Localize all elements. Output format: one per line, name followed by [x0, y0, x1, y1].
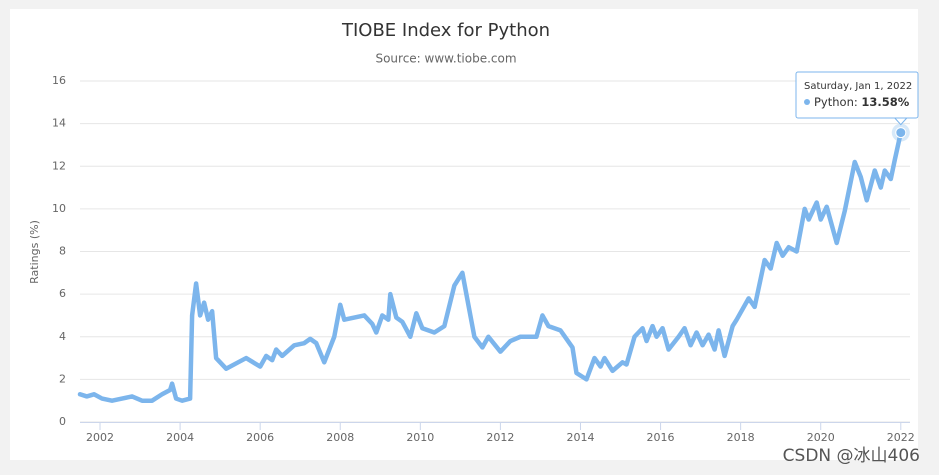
grid: 0 2 4 6 8 10 12 14 16 2002 2004 2006 2008 2010 2012 201… — [52, 74, 915, 444]
x-tick-label: 2012 — [486, 431, 514, 444]
tooltip-box — [795, 71, 919, 119]
x-tick-label: 2006 — [246, 431, 274, 444]
chart-title: TIOBE Index for Python — [341, 20, 550, 41]
tooltip-pointer — [894, 117, 908, 126]
x-tick-label: 2020 — [807, 431, 835, 444]
x-tick-label: 2022 — [887, 431, 915, 444]
y-axis-label: Ratings (%) — [28, 220, 41, 284]
x-tick-label: 2014 — [566, 431, 594, 444]
y-tick-label: 8 — [59, 245, 66, 258]
y-tick-label: 10 — [52, 202, 66, 215]
series-line — [77, 130, 904, 403]
y-tick-label: 4 — [59, 330, 66, 343]
tooltip-series-name: Python — [814, 95, 854, 109]
watermark: CSDN @冰山406 — [783, 446, 920, 466]
x-tick-label: 2004 — [166, 431, 194, 444]
chart-subtitle: Source: www.tiobe.com — [375, 52, 516, 66]
x-tick-label: 2016 — [647, 431, 675, 444]
y-tick-label: 6 — [59, 287, 66, 300]
plot — [77, 130, 904, 403]
x-tick-label: 2008 — [326, 431, 354, 444]
tooltip: Saturday, Jan 1, 2022 Python: 13.58% — [795, 71, 919, 142]
y-tick-label: 0 — [59, 415, 66, 428]
tooltip-value: 13.58% — [861, 95, 909, 109]
tooltip-separator: : — [854, 95, 862, 109]
chart-background — [10, 9, 918, 460]
tooltip-swatch — [804, 99, 810, 105]
x-tick-label: 2010 — [406, 431, 434, 444]
y-tick-label: 2 — [59, 372, 66, 385]
y-tick-label: 14 — [52, 117, 66, 130]
x-tick-label: 2002 — [86, 431, 114, 444]
y-tick-label: 12 — [52, 159, 66, 172]
x-tick-label: 2018 — [727, 431, 755, 444]
tooltip-line: Python: 13.58% — [814, 95, 910, 109]
hover-point — [895, 127, 907, 139]
tooltip-date: Saturday, Jan 1, 2022 — [804, 81, 912, 92]
y-tick-label: 16 — [52, 74, 66, 87]
